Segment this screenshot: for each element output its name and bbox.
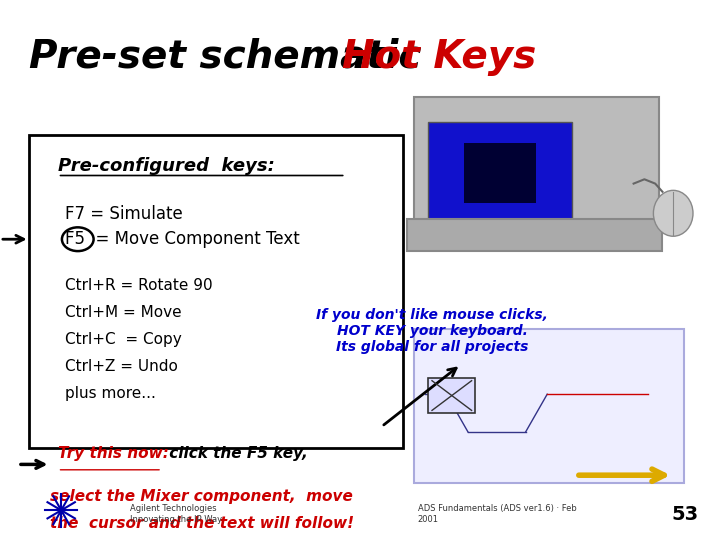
Text: plus more...: plus more... (65, 386, 156, 401)
Text: Try this now:: Try this now: (58, 446, 168, 461)
FancyBboxPatch shape (428, 378, 475, 413)
Text: Hot Keys: Hot Keys (342, 38, 536, 76)
FancyBboxPatch shape (428, 122, 572, 219)
FancyBboxPatch shape (407, 219, 662, 251)
Text: Agilent Technologies
Innovating the IP Way: Agilent Technologies Innovating the IP W… (130, 504, 222, 524)
FancyBboxPatch shape (414, 329, 684, 483)
Text: Ctrl+C  = Copy: Ctrl+C = Copy (65, 332, 181, 347)
FancyBboxPatch shape (29, 135, 403, 448)
Ellipse shape (654, 191, 693, 237)
Text: Pre-configured  keys:: Pre-configured keys: (58, 157, 274, 174)
Text: ADS Fundamentals (ADS ver1.6) · Feb
2001: ADS Fundamentals (ADS ver1.6) · Feb 2001 (418, 504, 576, 524)
Text: F7 = Simulate: F7 = Simulate (65, 205, 183, 223)
Text: If you don't like mouse clicks,
HOT KEY your keyboard.
Its global for all projec: If you don't like mouse clicks, HOT KEY … (316, 308, 548, 354)
Text: Ctrl+M = Move: Ctrl+M = Move (65, 305, 181, 320)
Text: 53: 53 (671, 505, 698, 524)
Text: click the F5 key,: click the F5 key, (164, 446, 308, 461)
Text: the  cursor and the text will follow!: the cursor and the text will follow! (50, 516, 354, 531)
Text: F5  = Move Component Text: F5 = Move Component Text (65, 230, 300, 247)
FancyBboxPatch shape (464, 143, 536, 202)
FancyBboxPatch shape (414, 97, 659, 230)
Text: Pre-set schematic: Pre-set schematic (29, 38, 435, 76)
Text: Ctrl+Z = Undo: Ctrl+Z = Undo (65, 359, 178, 374)
Text: select the Mixer component,  move: select the Mixer component, move (50, 489, 354, 504)
Text: Ctrl+R = Rotate 90: Ctrl+R = Rotate 90 (65, 278, 212, 293)
